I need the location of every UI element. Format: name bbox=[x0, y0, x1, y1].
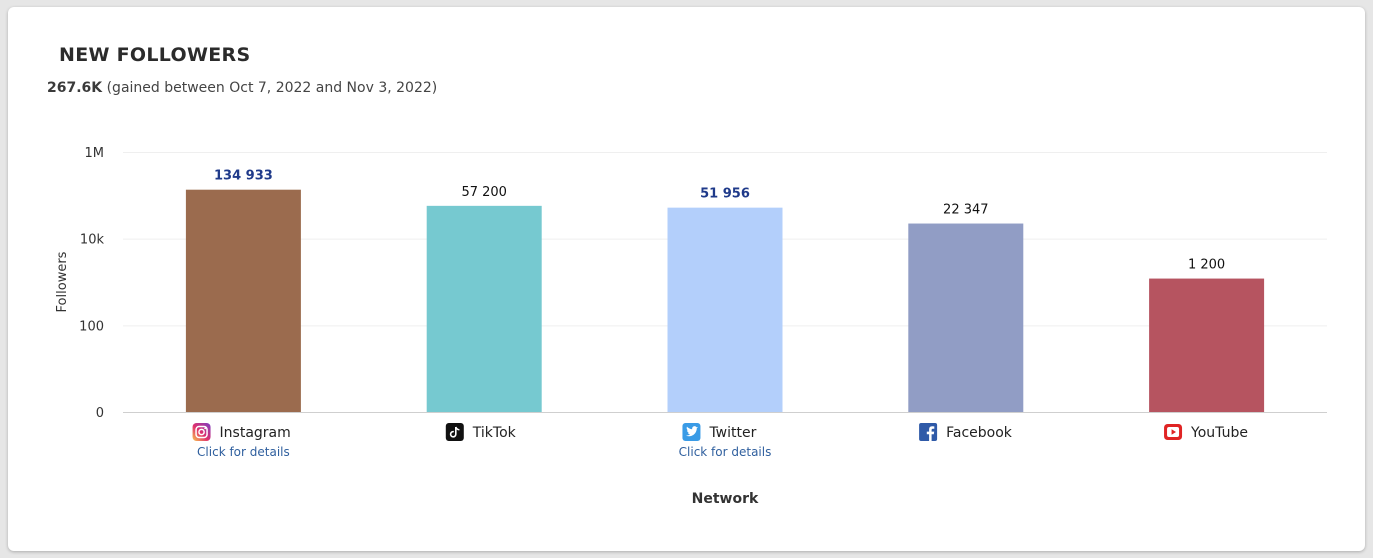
bars: 134 933 57 200 51 956 22 347 1 200 bbox=[185, 169, 1265, 412]
tiktok-icon bbox=[445, 423, 464, 441]
value-label-youtube: 1 200 bbox=[1188, 258, 1225, 273]
category-label-tiktok: TikTok bbox=[472, 425, 517, 441]
youtube-icon bbox=[1164, 424, 1183, 440]
bar-instagram[interactable] bbox=[185, 189, 301, 412]
x-axis-label: Network bbox=[692, 491, 759, 507]
category-label-youtube: YouTube bbox=[1190, 425, 1248, 441]
category-label-twitter: Twitter bbox=[708, 425, 756, 441]
date-range: (gained between Oct 7, 2022 and Nov 3, 2… bbox=[106, 80, 438, 96]
bar-youtube[interactable] bbox=[1149, 278, 1265, 412]
value-label-tiktok: 57 200 bbox=[461, 185, 507, 200]
chart-subtitle: 267.6K (gained between Oct 7, 2022 and N… bbox=[47, 80, 437, 96]
twitter-icon bbox=[682, 423, 701, 441]
value-label-facebook: 22 347 bbox=[943, 203, 989, 218]
category-label-instagram: Instagram bbox=[220, 425, 291, 441]
total-followers: 267.6K bbox=[47, 80, 103, 96]
value-label-instagram: 134 933 bbox=[214, 169, 273, 184]
facebook-icon bbox=[919, 423, 938, 441]
chart-title: NEW FOLLOWERS bbox=[59, 44, 251, 66]
y-tick-label: 10k bbox=[80, 233, 105, 248]
bar-tiktok[interactable] bbox=[426, 205, 542, 412]
bar-twitter[interactable] bbox=[667, 207, 783, 412]
y-axis-label: Followers bbox=[55, 251, 70, 312]
value-label-twitter: 51 956 bbox=[700, 187, 750, 202]
y-tick-label: 0 bbox=[96, 406, 104, 421]
y-tick-label: 1M bbox=[85, 146, 105, 161]
category-label-facebook: Facebook bbox=[946, 425, 1013, 441]
bar-facebook[interactable] bbox=[908, 223, 1024, 412]
instagram-icon bbox=[192, 423, 211, 441]
y-tick-label: 100 bbox=[79, 319, 104, 334]
details-link-twitter[interactable]: Click for details bbox=[679, 445, 772, 459]
details-link-instagram[interactable]: Click for details bbox=[197, 445, 290, 459]
y-axis: 0 100 10k 1M bbox=[79, 146, 104, 421]
x-axis: Instagram Click for details TikTok Twitter C… bbox=[192, 423, 1248, 459]
